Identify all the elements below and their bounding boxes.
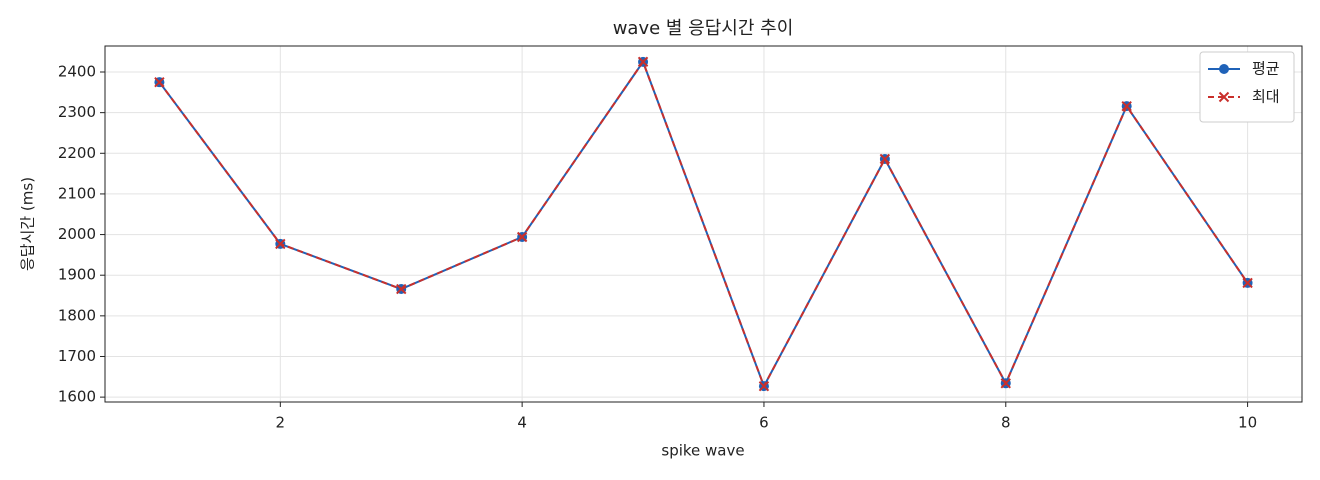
y-tick-label: 2100 [58, 184, 96, 202]
series-line [158, 59, 1249, 389]
y-axis-label: 응답시간 (ms) [19, 177, 37, 271]
chart-title: wave 별 응답시간 추이 [613, 18, 794, 39]
x-tick-label: 6 [759, 414, 769, 432]
plot-frame [104, 45, 1303, 403]
marker [1000, 378, 1011, 389]
series-line [158, 59, 1249, 389]
y-tick-label: 1800 [58, 306, 96, 324]
y-tick-label: 2400 [58, 63, 96, 81]
x-axis-label: spike wave [661, 442, 744, 460]
marker [275, 238, 286, 250]
marker [1121, 100, 1132, 112]
marker [1219, 64, 1229, 74]
marker [758, 380, 770, 392]
y-tick-label: 1900 [58, 266, 96, 284]
x-tick-label: 8 [1001, 414, 1011, 432]
marker [516, 231, 528, 243]
marker [396, 283, 407, 295]
y-tick-label: 1700 [58, 347, 96, 365]
marker [1218, 91, 1230, 103]
y-tick-label: 2200 [58, 144, 96, 162]
y-tick-label: 2000 [58, 225, 96, 243]
marker [154, 76, 165, 88]
y-tick-label: 2300 [58, 103, 96, 121]
legend-label: 평균 [1252, 60, 1280, 78]
y-tick-label: 1600 [58, 388, 96, 406]
x-tick-label: 10 [1238, 414, 1257, 432]
legend-box [1199, 51, 1295, 123]
marker [1242, 277, 1253, 289]
legend-label: 최대 [1252, 88, 1280, 106]
marker [879, 153, 891, 165]
x-tick-label: 2 [276, 414, 286, 432]
x-tick-label: 4 [517, 414, 527, 432]
marker [637, 56, 649, 68]
